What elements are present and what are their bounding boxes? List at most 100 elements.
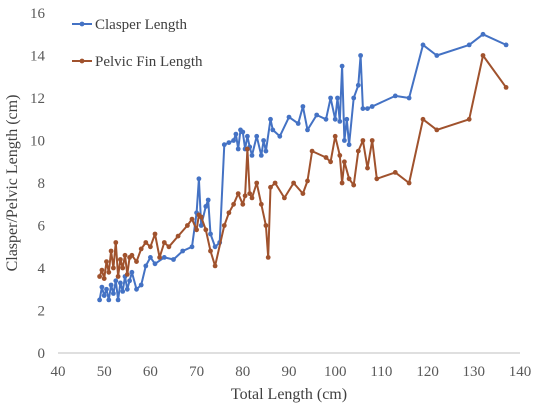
- y-tick-label: 10: [30, 134, 45, 150]
- data-point-clasper-length: [203, 204, 209, 209]
- data-point-pelvic-fin-length: [328, 159, 333, 165]
- data-point-pelvic-fin-length: [104, 259, 109, 264]
- x-tick-label: 110: [370, 364, 392, 380]
- data-point-pelvic-fin-length: [231, 201, 237, 207]
- legend-item-clasper-length: Clasper Length: [72, 17, 188, 33]
- data-point-clasper-length: [245, 133, 250, 139]
- data-point-pelvic-fin-length: [305, 178, 310, 184]
- data-point-pelvic-fin-length: [111, 265, 116, 271]
- data-point-pelvic-fin-length: [258, 201, 264, 207]
- data-point-clasper-length: [196, 176, 202, 182]
- data-point-clasper-length: [270, 127, 276, 133]
- data-point-pelvic-fin-length: [369, 138, 375, 143]
- data-point-clasper-length: [268, 116, 273, 122]
- data-point-clasper-length: [365, 106, 370, 111]
- data-point-pelvic-fin-length: [143, 240, 149, 245]
- data-point-pelvic-fin-length: [392, 170, 398, 175]
- data-point-pelvic-fin-length: [124, 272, 130, 277]
- data-point-pelvic-fin-length: [265, 255, 271, 260]
- data-point-clasper-length: [392, 93, 398, 99]
- data-point-pelvic-fin-length: [106, 269, 112, 275]
- data-point-clasper-length: [221, 142, 227, 148]
- data-point-pelvic-fin-length: [346, 176, 352, 182]
- data-point-clasper-length: [355, 82, 361, 88]
- data-point-pelvic-fin-length: [332, 133, 338, 139]
- data-point-clasper-length: [254, 133, 260, 139]
- data-point-pelvic-fin-length: [129, 252, 135, 258]
- data-point-clasper-length: [180, 248, 186, 254]
- data-point-pelvic-fin-length: [351, 182, 357, 188]
- data-point-clasper-length: [295, 121, 301, 126]
- data-point-clasper-length: [305, 127, 310, 133]
- data-point-clasper-length: [233, 131, 239, 137]
- data-point-clasper-length: [226, 140, 232, 146]
- series-line-clasper-length: [98, 33, 507, 301]
- data-point-pelvic-fin-length: [148, 244, 153, 250]
- legend-marker-clasper-length: [79, 21, 85, 27]
- data-point-pelvic-fin-length: [291, 180, 296, 186]
- data-point-pelvic-fin-length: [99, 267, 105, 273]
- data-point-clasper-length: [118, 280, 123, 286]
- data-point-pelvic-fin-length: [208, 248, 213, 254]
- data-point-clasper-length: [124, 286, 130, 292]
- data-point-clasper-length: [208, 231, 213, 237]
- x-tick-label: 130: [463, 364, 486, 380]
- data-point-pelvic-fin-length: [240, 201, 246, 207]
- data-point-pelvic-fin-length: [118, 257, 123, 262]
- data-point-clasper-length: [115, 297, 121, 303]
- data-point-pelvic-fin-length: [309, 148, 315, 154]
- y-tick-label: 2: [38, 304, 46, 320]
- data-point-clasper-length: [127, 278, 132, 284]
- series-line-pelvic-fin-length: [98, 54, 507, 280]
- data-point-pelvic-fin-length: [242, 193, 248, 199]
- data-point-clasper-length: [111, 291, 116, 296]
- data-point-clasper-length: [138, 282, 144, 288]
- data-point-pelvic-fin-length: [115, 274, 121, 279]
- x-tick-label: 140: [509, 364, 532, 380]
- x-tick-label: 60: [143, 364, 158, 380]
- data-point-clasper-length: [205, 197, 211, 203]
- x-tick-label: 120: [416, 364, 439, 380]
- data-point-clasper-length: [108, 282, 114, 288]
- data-point-clasper-length: [277, 133, 283, 139]
- data-point-pelvic-fin-length: [254, 180, 260, 186]
- data-point-pelvic-fin-length: [189, 216, 195, 222]
- data-point-clasper-length: [97, 297, 102, 303]
- data-point-pelvic-fin-length: [198, 214, 204, 220]
- x-tick-label: 40: [51, 364, 66, 380]
- data-point-pelvic-fin-length: [97, 274, 102, 279]
- data-point-clasper-length: [240, 129, 246, 135]
- data-point-pelvic-fin-length: [245, 146, 250, 152]
- data-point-clasper-length: [99, 284, 105, 290]
- data-point-clasper-length: [134, 286, 139, 292]
- data-point-pelvic-fin-length: [337, 153, 343, 158]
- data-point-pelvic-fin-length: [120, 265, 126, 271]
- data-point-clasper-length: [360, 106, 366, 111]
- data-point-clasper-length: [480, 31, 486, 37]
- data-point-clasper-length: [323, 116, 329, 122]
- legend-marker-pelvic-fin-length: [79, 58, 85, 64]
- data-point-clasper-length: [434, 53, 440, 58]
- data-point-clasper-length: [503, 42, 509, 48]
- data-point-pelvic-fin-length: [122, 252, 128, 258]
- data-point-pelvic-fin-length: [282, 195, 287, 201]
- y-tick-label: 6: [38, 219, 46, 235]
- data-point-clasper-length: [263, 148, 269, 154]
- data-point-pelvic-fin-length: [434, 127, 440, 133]
- data-point-clasper-length: [466, 42, 472, 48]
- legend: Clasper Length Pelvic Fin Length: [72, 17, 203, 70]
- data-point-pelvic-fin-length: [374, 176, 380, 182]
- data-point-clasper-length: [212, 244, 218, 250]
- data-point-clasper-length: [332, 116, 338, 122]
- data-point-clasper-length: [335, 95, 340, 101]
- y-tick-label: 12: [30, 91, 45, 107]
- data-point-pelvic-fin-length: [249, 195, 255, 201]
- data-point-pelvic-fin-length: [157, 255, 163, 260]
- data-point-pelvic-fin-length: [355, 148, 361, 154]
- data-point-pelvic-fin-length: [503, 85, 509, 90]
- data-point-pelvic-fin-length: [272, 180, 278, 186]
- data-point-clasper-length: [314, 112, 320, 118]
- data-point-pelvic-fin-length: [323, 155, 329, 160]
- data-point-pelvic-fin-length: [360, 138, 366, 143]
- data-point-pelvic-fin-length: [235, 191, 241, 197]
